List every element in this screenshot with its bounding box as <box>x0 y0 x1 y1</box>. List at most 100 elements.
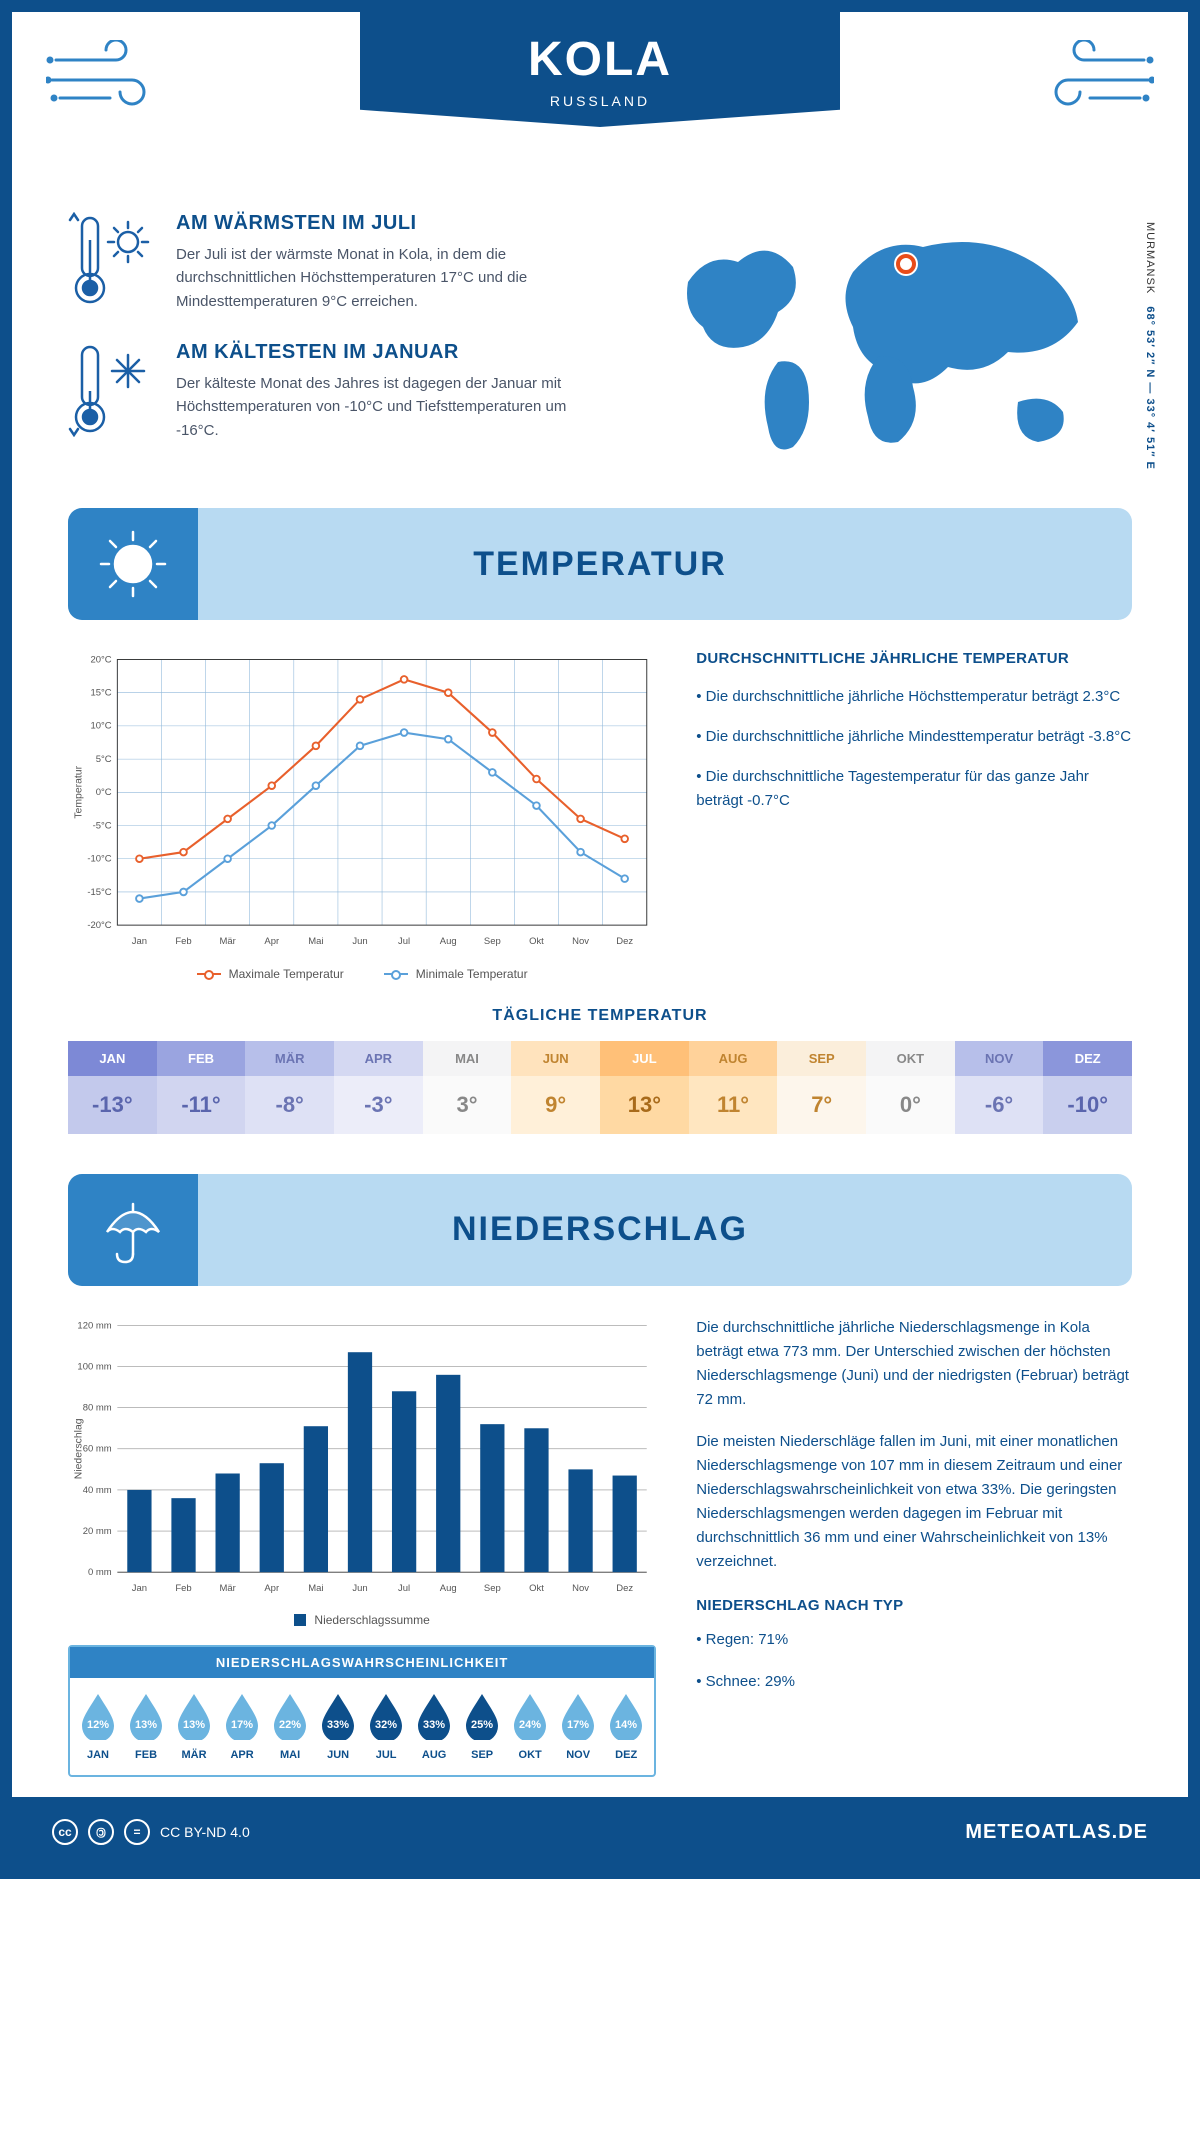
prob-drop: 14% DEZ <box>602 1692 650 1761</box>
warmest-text: Der Juli ist der wärmste Monat in Kola, … <box>176 243 604 313</box>
precipitation-banner: NIEDERSCHLAG <box>68 1174 1132 1286</box>
prob-drop: 13% MÄR <box>170 1692 218 1761</box>
svg-text:Jan: Jan <box>132 936 147 947</box>
precip-type-title: NIEDERSCHLAG NACH TYP <box>696 1594 1132 1618</box>
svg-text:-15°C: -15°C <box>87 887 111 898</box>
precipitation-chart: 0 mm 20 mm 40 mm 60 mm 80 mm 100 mm 120 mm Jan F… <box>68 1316 656 1628</box>
svg-text:Nov: Nov <box>572 1583 589 1594</box>
svg-text:Dez: Dez <box>616 936 633 947</box>
temperature-chart: -20°C-15°C-10°C-5°C0°C5°C10°C15°C20°CJan… <box>68 650 656 981</box>
precipitation-description: Die durchschnittliche jährliche Niedersc… <box>696 1316 1132 1778</box>
coldest-block: AM KÄLTESTEN IM JANUAR Der kälteste Mona… <box>68 341 604 442</box>
daily-cell: APR -3° <box>334 1041 423 1134</box>
world-map: MURMANSK 68° 53′ 2″ N — 33° 4′ 51″ E <box>644 212 1132 472</box>
daily-cell: MAI 3° <box>423 1041 512 1134</box>
svg-text:Nov: Nov <box>572 936 589 947</box>
sun-icon <box>68 508 198 620</box>
svg-text:100 mm: 100 mm <box>77 1361 111 1372</box>
coordinates: MURMANSK 68° 53′ 2″ N — 33° 4′ 51″ E <box>1144 222 1156 470</box>
svg-text:60 mm: 60 mm <box>83 1443 112 1454</box>
svg-text:Jun: Jun <box>352 936 367 947</box>
daily-cell: JUL 13° <box>600 1041 689 1134</box>
temperature-title: TEMPERATUR <box>68 545 1132 584</box>
precipitation-title: NIEDERSCHLAG <box>68 1210 1132 1249</box>
svg-text:-5°C: -5°C <box>93 820 112 831</box>
daily-cell: DEZ -10° <box>1043 1041 1132 1134</box>
svg-text:120 mm: 120 mm <box>77 1320 111 1331</box>
coldest-text: Der kälteste Monat des Jahres ist dagege… <box>176 372 604 442</box>
svg-text:5°C: 5°C <box>96 754 112 765</box>
svg-text:Okt: Okt <box>529 1583 544 1594</box>
daily-temp-strip: JAN -13° FEB -11° MÄR -8° APR -3° MAI 3°… <box>68 1041 1132 1134</box>
daily-cell: AUG 11° <box>689 1041 778 1134</box>
svg-text:Okt: Okt <box>529 936 544 947</box>
svg-text:Sep: Sep <box>484 936 501 947</box>
thermometer-snow-icon <box>68 341 154 442</box>
svg-text:17%: 17% <box>231 1719 253 1731</box>
cc-icon: cc <box>52 1819 78 1845</box>
license-text: CC BY-ND 4.0 <box>160 1824 250 1840</box>
daily-cell: MÄR -8° <box>245 1041 334 1134</box>
svg-text:Mär: Mär <box>219 1583 235 1594</box>
svg-text:24%: 24% <box>519 1719 541 1731</box>
svg-text:14%: 14% <box>615 1719 637 1731</box>
svg-text:13%: 13% <box>135 1719 157 1731</box>
daily-temp-title: TÄGLICHE TEMPERATUR <box>68 1007 1132 1025</box>
svg-text:20 mm: 20 mm <box>83 1526 112 1537</box>
svg-text:10°C: 10°C <box>90 721 111 732</box>
page-subtitle: RUSSLAND <box>360 93 840 109</box>
temperature-row: -20°C-15°C-10°C-5°C0°C5°C10°C15°C20°CJan… <box>68 650 1132 981</box>
precip-type: • Regen: 71% <box>696 1628 1132 1652</box>
svg-text:Temperatur: Temperatur <box>73 765 84 818</box>
svg-text:22%: 22% <box>279 1719 301 1731</box>
temp-bullet: • Die durchschnittliche jährliche Höchst… <box>696 685 1132 709</box>
precip-para: Die meisten Niederschläge fallen im Juni… <box>696 1430 1132 1574</box>
svg-text:Niederschlag: Niederschlag <box>73 1418 84 1479</box>
svg-text:0°C: 0°C <box>96 787 112 798</box>
svg-text:Aug: Aug <box>440 936 457 947</box>
coldest-title: AM KÄLTESTEN IM JANUAR <box>176 341 604 364</box>
page-title: KOLA <box>360 32 840 87</box>
warmest-block: AM WÄRMSTEN IM JULI Der Juli ist der wär… <box>68 212 604 313</box>
thermometer-sun-icon <box>68 212 154 313</box>
temperature-description: DURCHSCHNITTLICHE JÄHRLICHE TEMPERATUR •… <box>696 650 1132 981</box>
by-icon: 🄯 <box>88 1819 114 1845</box>
svg-text:Aug: Aug <box>440 1583 457 1594</box>
svg-text:Dez: Dez <box>616 1583 633 1594</box>
precip-para: Die durchschnittliche jährliche Niedersc… <box>696 1316 1132 1412</box>
svg-text:Feb: Feb <box>175 1583 191 1594</box>
prob-drop: 17% APR <box>218 1692 266 1761</box>
daily-cell: JUN 9° <box>511 1041 600 1134</box>
precipitation-legend: Niederschlagssumme <box>68 1613 656 1627</box>
svg-text:Jul: Jul <box>398 936 410 947</box>
svg-text:Jun: Jun <box>352 1583 367 1594</box>
svg-text:Jul: Jul <box>398 1583 410 1594</box>
svg-text:Sep: Sep <box>484 1583 501 1594</box>
svg-text:40 mm: 40 mm <box>83 1484 112 1495</box>
daily-cell: JAN -13° <box>68 1041 157 1134</box>
footer: cc 🄯 = CC BY-ND 4.0 METEOATLAS.DE <box>12 1797 1188 1867</box>
svg-text:15°C: 15°C <box>90 688 111 699</box>
daily-cell: OKT 0° <box>866 1041 955 1134</box>
svg-text:0 mm: 0 mm <box>88 1567 112 1578</box>
prob-drop: 22% MAI <box>266 1692 314 1761</box>
page: KOLA RUSSLAND <box>0 0 1200 1879</box>
svg-text:Jan: Jan <box>132 1583 147 1594</box>
svg-text:Mai: Mai <box>308 936 323 947</box>
daily-cell: NOV -6° <box>955 1041 1044 1134</box>
svg-text:-10°C: -10°C <box>87 854 111 865</box>
prob-drop: 17% NOV <box>554 1692 602 1761</box>
svg-text:33%: 33% <box>423 1719 445 1731</box>
svg-text:13%: 13% <box>183 1719 205 1731</box>
svg-text:25%: 25% <box>471 1719 493 1731</box>
svg-text:80 mm: 80 mm <box>83 1402 112 1413</box>
prob-drop: 24% OKT <box>506 1692 554 1761</box>
temperature-banner: TEMPERATUR <box>68 508 1132 620</box>
temp-bullet: • Die durchschnittliche Tagestemperatur … <box>696 765 1132 813</box>
svg-text:Feb: Feb <box>175 936 191 947</box>
warmest-title: AM WÄRMSTEN IM JULI <box>176 212 604 235</box>
precipitation-probability: NIEDERSCHLAGSWAHRSCHEINLICHKEIT 12% JAN … <box>68 1645 656 1777</box>
license: cc 🄯 = CC BY-ND 4.0 <box>52 1819 250 1845</box>
temp-desc-title: DURCHSCHNITTLICHE JÄHRLICHE TEMPERATUR <box>696 650 1132 667</box>
svg-text:Mai: Mai <box>308 1583 323 1594</box>
